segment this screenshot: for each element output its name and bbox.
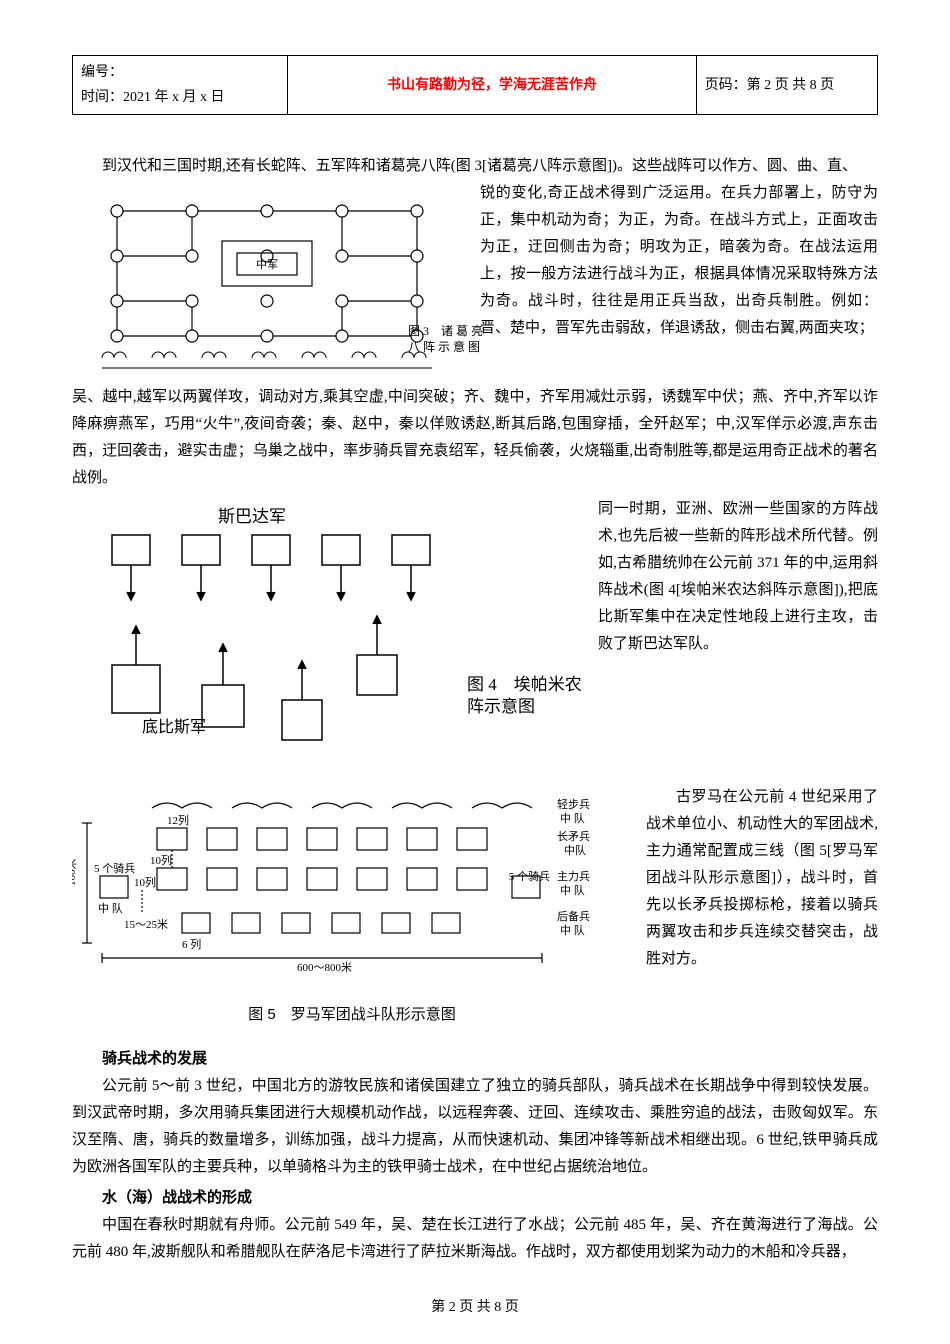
para-4: 公元前 5～前 3 世纪，中国北方的游牧民族和诸侯国建立了独立的骑兵部队，骑兵战…	[72, 1073, 878, 1181]
svg-text:5 个骑兵: 5 个骑兵	[94, 862, 135, 875]
document-body: 到汉代和三国时期,还有长蛇阵、五军阵和诸葛亮八阵(图 3[诸葛亮八阵示意图])。…	[72, 153, 878, 1266]
svg-text:5 个骑兵: 5 个骑兵	[509, 870, 550, 883]
svg-text:中 队: 中 队	[98, 901, 123, 915]
svg-text:阵示意图: 阵示意图	[467, 697, 535, 716]
header-center-cell: 书山有路勤为径，学海无涯苦作舟	[288, 56, 696, 115]
svg-text:10列: 10列	[134, 875, 156, 889]
figure-4: 斯巴达军	[72, 500, 582, 770]
serial-label: 编号：	[81, 60, 279, 85]
page-footer: 第 2 页 共 8 页	[0, 1295, 950, 1320]
figure-5-caption: 图 5 罗马军团战斗队形示意图	[72, 1001, 632, 1028]
svg-text:中队: 中队	[564, 843, 586, 857]
svg-text:6 列: 6 列	[182, 937, 201, 951]
svg-text:15～25米: 15～25米	[124, 918, 168, 931]
svg-text:长矛兵: 长矛兵	[557, 830, 590, 843]
svg-text:10列: 10列	[150, 853, 172, 867]
fig3-cap-l1: 图 3 诸 葛 亮	[408, 324, 483, 340]
svg-text:后备兵: 后备兵	[557, 909, 590, 923]
block-fig5: 12列 10列 10列 100米 5 个骑兵 中 队 15～25米 6 列 60…	[72, 784, 878, 1034]
section-title-naval: 水（海）战战术的形成	[72, 1185, 878, 1212]
figure-3: 中军	[72, 186, 462, 376]
svg-text:轻步兵: 轻步兵	[557, 797, 590, 811]
block-fig3: 中军 图 3 诸 葛 亮 八 阵 示 意	[72, 180, 878, 382]
svg-text:中 队: 中 队	[560, 883, 585, 897]
time-label: 时间：2021 年 x 月 x 日	[81, 85, 279, 110]
para-1a: 到汉代和三国时期,还有长蛇阵、五军阵和诸葛亮八阵(图 3[诸葛亮八阵示意图])。…	[72, 153, 878, 180]
svg-text:中 队: 中 队	[560, 811, 585, 825]
block-fig4: 斯巴达军	[72, 496, 878, 776]
figure-3-caption: 图 3 诸 葛 亮 八 阵 示 意 图	[408, 324, 483, 355]
svg-text:中军: 中军	[256, 258, 278, 271]
svg-text:图 4 埃帕米农达斜: 图 4 埃帕米农达斜	[467, 675, 582, 694]
svg-text:600～800米: 600～800米	[297, 961, 352, 974]
header-right-cell: 页码：第 2 页 共 8 页	[696, 56, 877, 115]
svg-text:主力兵: 主力兵	[557, 870, 590, 883]
para-1c: 吴、越中,越军以两翼佯攻，调动对方,乘其空虚,中间突破；齐、魏中，齐军用减灶示弱…	[72, 384, 878, 492]
fig4-top-label: 斯巴达军	[218, 507, 286, 526]
svg-text:底比斯军: 底比斯军	[142, 718, 206, 736]
section-title-cavalry: 骑兵战术的发展	[72, 1046, 878, 1073]
para-5: 中国在春秋时期就有舟师。公元前 549 年，吴、楚在长江进行了水战；公元前 48…	[72, 1212, 878, 1266]
svg-text:100米: 100米	[72, 859, 78, 887]
figure-5: 12列 10列 10列 100米 5 个骑兵 中 队 15～25米 6 列 60…	[72, 788, 632, 1028]
header-left-cell: 编号： 时间：2021 年 x 月 x 日	[73, 56, 288, 115]
page-header-table: 编号： 时间：2021 年 x 月 x 日 书山有路勤为径，学海无涯苦作舟 页码…	[72, 55, 878, 115]
svg-text:12列: 12列	[167, 813, 189, 827]
fig3-cap-l2: 八 阵 示 意 图	[408, 340, 483, 356]
svg-text:中 队: 中 队	[560, 923, 585, 937]
